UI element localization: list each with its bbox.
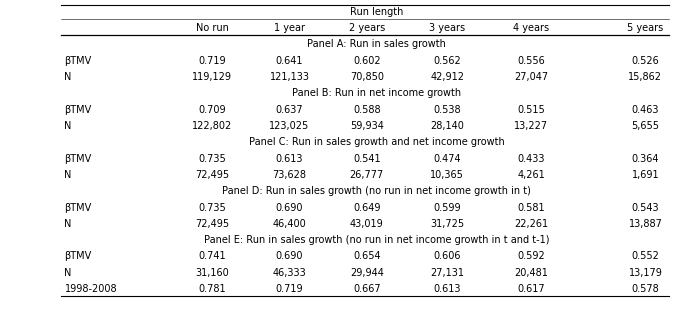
Text: 0.641: 0.641 [276, 56, 304, 66]
Text: 27,047: 27,047 [514, 72, 548, 82]
Text: 2 years: 2 years [349, 23, 385, 33]
Text: βTMV: βTMV [65, 105, 92, 115]
Text: 10,365: 10,365 [430, 170, 464, 180]
Text: No run: No run [196, 23, 229, 33]
Text: 0.637: 0.637 [276, 105, 304, 115]
Text: 72,495: 72,495 [195, 219, 229, 229]
Text: 13,227: 13,227 [514, 121, 548, 131]
Text: Panel C: Run in sales growth and net income growth: Panel C: Run in sales growth and net inc… [249, 137, 505, 147]
Text: 70,850: 70,850 [350, 72, 384, 82]
Text: 0.735: 0.735 [199, 154, 226, 164]
Text: 119,129: 119,129 [192, 72, 232, 82]
Text: 0.654: 0.654 [353, 251, 380, 262]
Text: 31,160: 31,160 [195, 268, 229, 278]
Text: 0.781: 0.781 [199, 284, 226, 294]
Text: 22,261: 22,261 [514, 219, 548, 229]
Text: 122,802: 122,802 [192, 121, 232, 131]
Text: 0.649: 0.649 [353, 203, 380, 212]
Text: 0.599: 0.599 [433, 203, 461, 212]
Text: 31,725: 31,725 [430, 219, 464, 229]
Text: βTMV: βTMV [65, 251, 92, 262]
Text: 5,655: 5,655 [631, 121, 660, 131]
Text: 0.709: 0.709 [199, 105, 226, 115]
Text: 0.719: 0.719 [276, 284, 304, 294]
Text: 0.552: 0.552 [631, 251, 660, 262]
Text: 123,025: 123,025 [269, 121, 310, 131]
Text: 46,400: 46,400 [273, 219, 306, 229]
Text: 1 year: 1 year [274, 23, 305, 33]
Text: 0.433: 0.433 [518, 154, 545, 164]
Text: 46,333: 46,333 [273, 268, 306, 278]
Text: βTMV: βTMV [65, 154, 92, 164]
Text: 0.463: 0.463 [632, 105, 659, 115]
Text: 0.588: 0.588 [353, 105, 380, 115]
Text: 28,140: 28,140 [430, 121, 464, 131]
Text: N: N [65, 72, 72, 82]
Text: 0.741: 0.741 [199, 251, 226, 262]
Text: 1998-2008: 1998-2008 [65, 284, 117, 294]
Text: 26,777: 26,777 [349, 170, 384, 180]
Text: βTMV: βTMV [65, 56, 92, 66]
Text: 0.556: 0.556 [518, 56, 545, 66]
Text: 0.578: 0.578 [631, 284, 660, 294]
Text: 20,481: 20,481 [514, 268, 548, 278]
Text: 13,887: 13,887 [629, 219, 662, 229]
Text: 3 years: 3 years [429, 23, 465, 33]
Text: 0.562: 0.562 [433, 56, 461, 66]
Text: 27,131: 27,131 [430, 268, 464, 278]
Text: Panel E: Run in sales growth (no run in net income growth in t and t-1): Panel E: Run in sales growth (no run in … [204, 235, 550, 245]
Text: 0.364: 0.364 [632, 154, 659, 164]
Text: 0.613: 0.613 [276, 154, 304, 164]
Text: 0.602: 0.602 [353, 56, 380, 66]
Text: N: N [65, 268, 72, 278]
Text: Panel A: Run in sales growth: Panel A: Run in sales growth [308, 40, 446, 49]
Text: 0.581: 0.581 [518, 203, 545, 212]
Text: 121,133: 121,133 [269, 72, 310, 82]
Text: 29,944: 29,944 [350, 268, 384, 278]
Text: 0.541: 0.541 [353, 154, 380, 164]
Text: 0.690: 0.690 [276, 203, 304, 212]
Text: 0.617: 0.617 [518, 284, 545, 294]
Text: βTMV: βTMV [65, 203, 92, 212]
Text: 73,628: 73,628 [273, 170, 306, 180]
Text: 4 years: 4 years [513, 23, 549, 33]
Text: 15,862: 15,862 [629, 72, 662, 82]
Text: 13,179: 13,179 [629, 268, 662, 278]
Text: 0.526: 0.526 [631, 56, 660, 66]
Text: 0.543: 0.543 [632, 203, 660, 212]
Text: N: N [65, 170, 72, 180]
Text: 0.515: 0.515 [518, 105, 545, 115]
Text: 4,261: 4,261 [518, 170, 545, 180]
Text: 0.690: 0.690 [276, 251, 304, 262]
Text: 72,495: 72,495 [195, 170, 229, 180]
Text: 0.606: 0.606 [433, 251, 461, 262]
Text: 0.538: 0.538 [433, 105, 461, 115]
Text: 0.719: 0.719 [199, 56, 226, 66]
Text: Panel D: Run in sales growth (no run in net income growth in t): Panel D: Run in sales growth (no run in … [222, 186, 531, 196]
Text: 0.592: 0.592 [518, 251, 545, 262]
Text: 5 years: 5 years [627, 23, 664, 33]
Text: 0.613: 0.613 [433, 284, 461, 294]
Text: 1,691: 1,691 [632, 170, 660, 180]
Text: 0.735: 0.735 [199, 203, 226, 212]
Text: 43,019: 43,019 [350, 219, 384, 229]
Text: N: N [65, 219, 72, 229]
Text: 0.667: 0.667 [353, 284, 380, 294]
Text: Run length: Run length [350, 7, 404, 17]
Text: N: N [65, 121, 72, 131]
Text: Panel B: Run in net income growth: Panel B: Run in net income growth [292, 88, 462, 98]
Text: 0.474: 0.474 [433, 154, 461, 164]
Text: 42,912: 42,912 [430, 72, 464, 82]
Text: 59,934: 59,934 [350, 121, 384, 131]
